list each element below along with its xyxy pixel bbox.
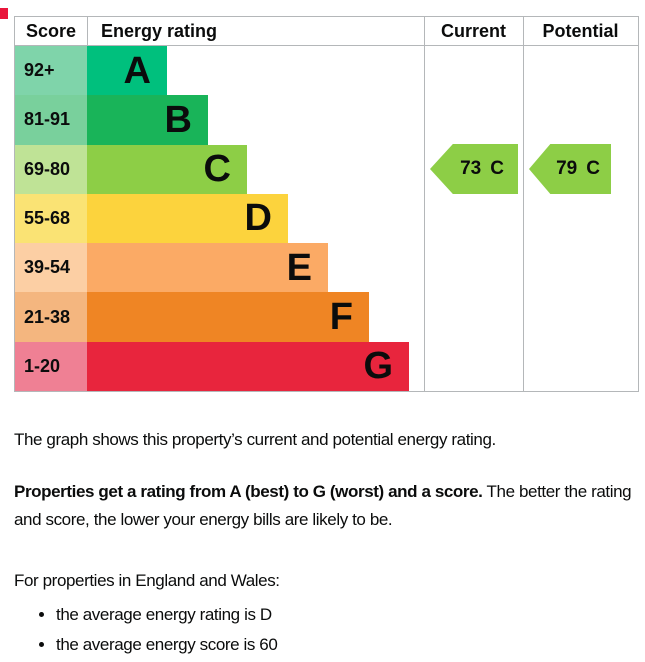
score-cell: 81-91 [15,95,87,145]
average-rating-item: the average energy rating is D [56,600,277,630]
averages-list: the average energy rating is D the avera… [14,600,278,660]
rating-bar: C [87,144,247,194]
rating-explanation-rest: The better the rating and score, the low… [14,482,632,529]
current-rating-letter: C [490,158,504,179]
header-current: Current [440,20,506,41]
column-divider-potential [523,17,524,391]
column-divider-current [424,17,425,391]
band-row: 21-38 F [15,292,638,342]
band-row: 55-68 D [15,193,638,244]
score-cell: 69-80 [15,144,87,194]
score-cell: 55-68 [15,193,87,244]
band-row: 39-54 E [15,243,638,293]
red-edge-fragment [0,8,8,19]
energy-rating-chart: Score Energy rating Current Potential 92… [14,16,639,392]
rating-bar: A [87,46,167,96]
rating-bar: E [87,243,328,293]
band-rows: 92+ A 81-91 B 69-80 C 55-68 D 39-54 E 21… [15,46,638,391]
score-cell: 1-20 [15,341,87,391]
rating-explanation-bold: Properties get a rating from A (best) to… [14,482,483,501]
band-row: 92+ A [15,46,638,96]
region-paragraph: For properties in England and Wales: [14,571,280,590]
band-row: 81-91 B [15,95,638,145]
potential-rating-letter: C [586,158,600,179]
header-energy-rating: Energy rating [101,20,218,41]
header-score: Score [25,20,77,41]
header-potential: Potential [542,20,619,41]
rating-explanation-paragraph: Properties get a rating from A (best) to… [14,478,639,534]
rating-bar: F [87,292,369,342]
score-cell: 39-54 [15,243,87,293]
band-row: 1-20 G [15,341,638,391]
rating-bar: B [87,95,208,145]
chart-header-row: Score Energy rating Current Potential [15,17,638,46]
potential-rating-value: 79 [556,158,578,179]
current-rating-value: 73 [460,158,482,179]
score-cell: 21-38 [15,292,87,342]
rating-bar: G [87,341,409,391]
average-score-item: the average energy score is 60 [56,630,278,660]
score-cell: 92+ [15,46,87,96]
rating-bar: D [87,193,288,244]
band-row: 69-80 C [15,144,638,194]
intro-paragraph: The graph shows this property’s current … [14,430,496,449]
